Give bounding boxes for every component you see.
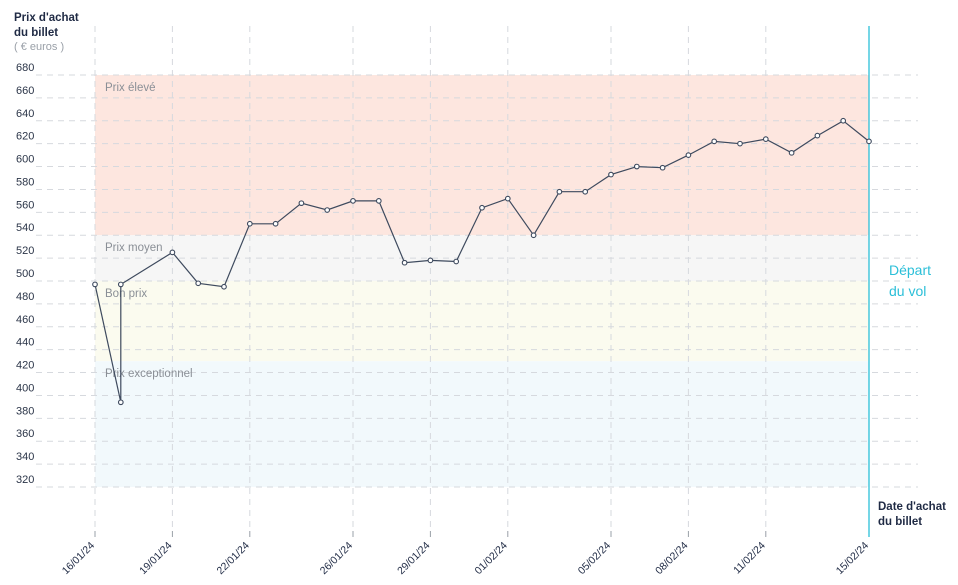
data-point-22	[659, 164, 666, 171]
data-point-16	[504, 195, 511, 202]
zone-band-0	[95, 75, 869, 236]
y-tick-label: 320	[16, 474, 34, 486]
y-tick-label: 580	[16, 176, 34, 188]
flight-departure-marker: Départ du vol	[868, 26, 931, 537]
x-tick-label: 11/02/24	[731, 540, 768, 577]
data-point-20	[608, 171, 614, 178]
data-point-3	[169, 249, 176, 256]
y-tick-label: 380	[16, 405, 34, 417]
y-axis-ticks: 320 340 360 380 400 420 440 460 480 500 520 540 560 5…	[16, 62, 34, 486]
x-axis-title-line-1: Date d'achat	[878, 501, 946, 513]
data-point-21	[633, 163, 640, 170]
data-point-17	[530, 232, 537, 239]
x-tick-label: 16/01/24	[60, 540, 97, 577]
data-point-2	[117, 281, 124, 288]
y-tick-label: 560	[16, 199, 34, 211]
data-point-0	[92, 281, 98, 288]
zone-band-3	[95, 361, 869, 487]
y-tick-label: 460	[16, 314, 34, 326]
grid-lines	[36, 26, 918, 528]
x-tick-label: 29/01/24	[395, 540, 432, 577]
x-tick-label: 22/01/24	[215, 540, 252, 577]
data-point-26	[762, 136, 769, 142]
data-point-19	[582, 188, 589, 195]
data-point-10	[350, 198, 356, 204]
x-axis-ticks: 16/01/24 19/01/24 22/01/24 26/01/24 29/01/24…	[60, 531, 871, 577]
data-point-1	[117, 399, 124, 406]
data-point-27	[788, 149, 795, 156]
y-tick-label: 660	[16, 85, 34, 97]
zone-band-2	[95, 281, 869, 362]
x-tick-label: 01/02/24	[473, 540, 510, 577]
data-point-14	[453, 258, 460, 265]
y-tick-label: 600	[16, 154, 34, 166]
zone-label-3: Prix exceptionnel	[105, 368, 193, 380]
data-point-8	[298, 200, 305, 207]
y-tick-label: 480	[16, 291, 34, 303]
y-axis-title-line-1: Prix d'achat	[14, 12, 79, 24]
y-tick-label: 440	[16, 337, 34, 349]
data-point-7	[272, 220, 279, 227]
y-axis-title-line-2: du billet	[14, 27, 58, 39]
y-tick-label: 500	[16, 268, 34, 280]
x-tick-label: 26/01/24	[318, 540, 355, 577]
zone-labels: Prix élevé Prix moyen Bon prix Prix excepti…	[105, 82, 193, 380]
x-tick-label: 19/01/24	[137, 540, 174, 577]
y-tick-label: 640	[16, 108, 34, 120]
zone-label-2: Bon prix	[105, 288, 147, 300]
departure-label-line-2: du vol	[889, 283, 926, 299]
x-tick-label: 05/02/24	[576, 540, 613, 577]
data-point-12	[401, 259, 408, 266]
y-tick-label: 420	[16, 360, 34, 372]
x-tick-label: 08/02/24	[653, 540, 690, 577]
data-point-29	[840, 117, 847, 124]
data-point-4	[195, 280, 202, 287]
y-tick-label: 360	[16, 428, 34, 440]
zone-label-1: Prix moyen	[105, 242, 163, 254]
data-point-6	[246, 220, 253, 227]
data-point-28	[814, 132, 821, 139]
y-axis-unit: ( € euros )	[14, 41, 64, 53]
data-point-25	[737, 140, 743, 147]
data-point-23	[685, 152, 692, 158]
data-point-18	[556, 188, 563, 195]
departure-label-line-1: Départ	[889, 262, 931, 278]
x-tick-label: 15/02/24	[834, 540, 871, 577]
data-point-15	[479, 204, 485, 211]
y-tick-label: 680	[16, 62, 34, 74]
y-tick-label: 540	[16, 222, 34, 234]
data-point-13	[427, 257, 434, 264]
data-point-24	[711, 138, 718, 145]
data-point-5	[221, 283, 227, 290]
zone-label-0: Prix élevé	[105, 82, 156, 94]
data-point-11	[375, 198, 382, 204]
x-axis-title-line-2: du billet	[878, 516, 922, 528]
data-point-30	[866, 138, 872, 145]
data-point-9	[324, 207, 331, 213]
y-tick-label: 620	[16, 131, 34, 143]
y-tick-label: 520	[16, 245, 34, 257]
price-series	[92, 117, 872, 406]
y-tick-label: 340	[16, 451, 34, 463]
y-tick-label: 400	[16, 382, 34, 394]
